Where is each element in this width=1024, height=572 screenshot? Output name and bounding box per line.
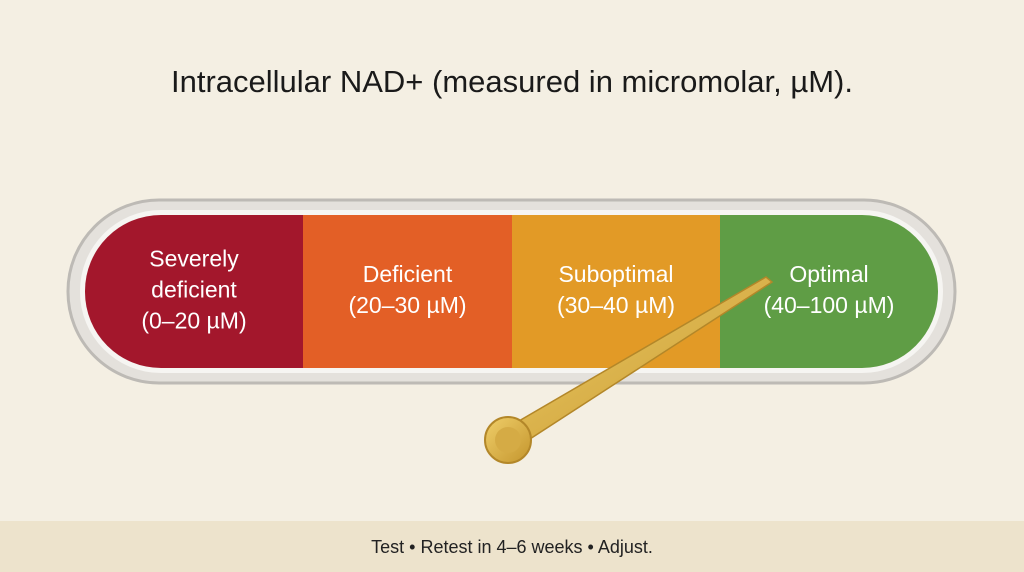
segment-label: Suboptimal (558, 261, 673, 287)
needle-cap (495, 427, 521, 453)
footer-band (0, 521, 1024, 572)
needle (484, 276, 774, 464)
segment (512, 215, 720, 368)
segment-label: (40–100 µM) (764, 292, 895, 318)
segment-label: Optimal (789, 261, 868, 287)
segment-label: Deficient (363, 261, 453, 287)
segment-label: (0–20 µM) (141, 308, 246, 334)
segment (85, 215, 303, 368)
footer-text: Test • Retest in 4–6 weeks • Adjust. (371, 537, 653, 557)
segment-label: (20–30 µM) (348, 292, 466, 318)
title: Intracellular NAD+ (measured in micromol… (171, 64, 853, 99)
segment-label: Severely (149, 246, 239, 272)
segment (303, 215, 512, 368)
gauge-segments (85, 215, 938, 368)
segment-labels: Severely deficient (0–20 µM) Deficient (20–3… (141, 246, 894, 334)
segment-label: deficient (151, 277, 237, 303)
segment-label: (30–40 µM) (557, 292, 675, 318)
